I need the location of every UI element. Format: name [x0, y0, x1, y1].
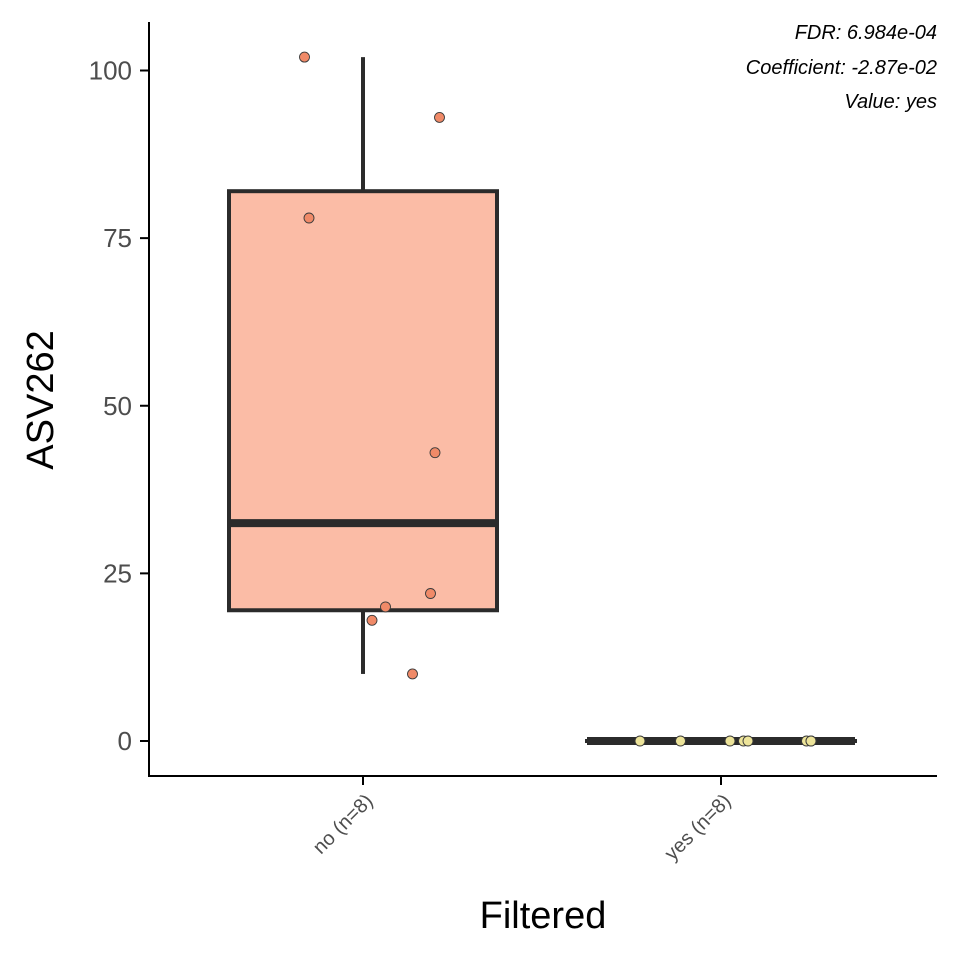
y-tick-label: 25 — [103, 558, 132, 588]
data-point — [434, 111, 445, 123]
data-point — [742, 735, 754, 747]
axes-layer — [148, 22, 937, 777]
data-point — [303, 212, 315, 224]
y-tick-label: 0 — [118, 726, 132, 756]
data-point — [366, 614, 378, 626]
y-tick-label: 50 — [103, 391, 132, 421]
annotation-coefficient: Coefficient: -2.87e-02 — [746, 57, 937, 79]
annotation-value: Value: yes — [844, 91, 937, 113]
data-point — [425, 588, 436, 599]
annotation-fdr: FDR: 6.984e-04 — [795, 22, 937, 44]
x-tick-label: yes (n=8) — [661, 790, 736, 865]
x-ticks: no (n=8) yes (n=8) — [309, 776, 736, 865]
data-point — [299, 51, 310, 63]
x-axis-title: Filtered — [480, 895, 607, 937]
y-tick-label: 75 — [103, 223, 132, 253]
points-layer — [299, 51, 817, 747]
box-body — [227, 189, 499, 613]
y-axis-title: ASV262 — [20, 330, 62, 469]
data-point — [724, 735, 736, 747]
data-point — [380, 601, 391, 613]
box-0 — [227, 57, 499, 674]
data-point — [429, 447, 441, 459]
y-ticks: 0 25 50 75 100 — [89, 56, 149, 756]
data-point — [407, 668, 418, 680]
y-tick-label: 100 — [89, 56, 132, 86]
data-point — [805, 735, 817, 747]
data-point — [675, 735, 686, 747]
boxes-layer — [227, 57, 857, 745]
x-tick-label: no (n=8) — [309, 790, 378, 859]
data-point — [634, 735, 646, 747]
